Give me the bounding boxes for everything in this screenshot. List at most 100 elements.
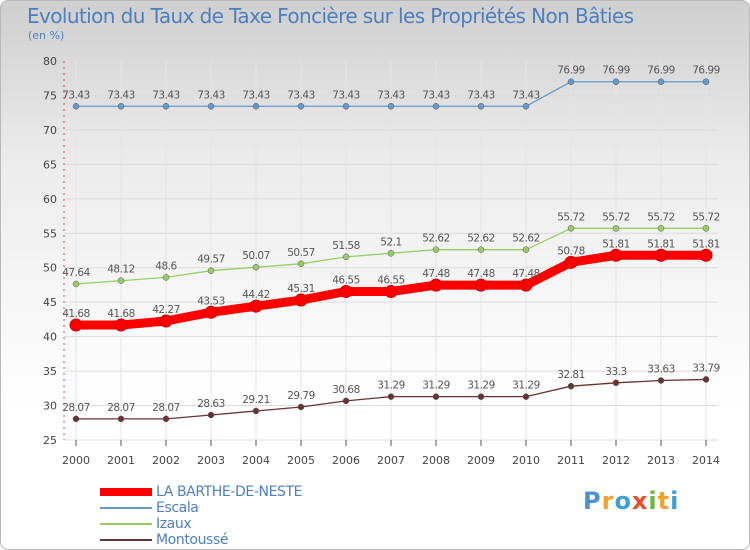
data-point bbox=[432, 246, 440, 253]
x-tick-label: 2008 bbox=[422, 454, 450, 467]
data-label: 41.68 bbox=[62, 308, 90, 320]
y-tick-label: 70 bbox=[43, 124, 57, 137]
data-point bbox=[72, 415, 80, 423]
data-label: 33.3 bbox=[605, 366, 626, 378]
data-point bbox=[477, 393, 485, 400]
data-label: 73.43 bbox=[152, 89, 180, 101]
data-label: 47.64 bbox=[62, 267, 90, 279]
legend-swatch bbox=[100, 507, 152, 509]
legend-item: Izaux bbox=[100, 516, 340, 532]
data-label: 73.43 bbox=[242, 89, 270, 101]
data-point bbox=[342, 397, 350, 405]
data-label: 49.57 bbox=[197, 254, 225, 266]
y-tick-label: 35 bbox=[43, 365, 57, 378]
logo-letter: t bbox=[657, 487, 671, 515]
legend-label: Montoussé bbox=[156, 532, 229, 548]
data-label: 50.57 bbox=[287, 247, 315, 259]
data-point bbox=[612, 78, 620, 85]
y-tick-label: 80 bbox=[43, 55, 57, 68]
data-point bbox=[339, 285, 353, 299]
x-tick-label: 2013 bbox=[647, 454, 675, 467]
data-label: 41.68 bbox=[107, 308, 135, 320]
legend-label: Izaux bbox=[156, 516, 192, 532]
data-point bbox=[702, 376, 710, 383]
y-tick-label: 75 bbox=[43, 89, 57, 102]
data-label: 47.48 bbox=[467, 268, 495, 280]
x-tick-label: 2010 bbox=[512, 454, 540, 467]
data-point bbox=[567, 225, 575, 232]
y-tick-label: 50 bbox=[43, 262, 57, 275]
legend-label: LA BARTHE-DE-NESTE bbox=[156, 484, 303, 500]
data-point bbox=[252, 263, 260, 271]
line-chart: 25 30 35 40 45 50 55 60 65 70 75 80 2000 2001 2002 2003… bbox=[43, 55, 720, 467]
data-point bbox=[699, 248, 713, 262]
x-tick-label: 2007 bbox=[377, 454, 405, 467]
y-tick-label: 60 bbox=[43, 193, 57, 206]
x-tick-label: 2000 bbox=[62, 454, 90, 467]
data-label: 50.07 bbox=[242, 250, 270, 262]
data-point bbox=[342, 253, 350, 261]
x-tick-label: 2012 bbox=[602, 454, 630, 467]
legend-item: LA BARTHE-DE-NESTE bbox=[100, 484, 340, 500]
legend-item: Escala bbox=[100, 500, 340, 516]
logo-letter: i bbox=[670, 487, 680, 515]
data-point bbox=[204, 305, 218, 319]
data-point bbox=[657, 225, 665, 232]
data-label: 52.62 bbox=[422, 233, 450, 245]
data-label: 30.68 bbox=[332, 384, 360, 396]
data-label: 51.81 bbox=[602, 238, 630, 250]
data-point bbox=[252, 407, 260, 415]
data-point bbox=[564, 255, 578, 269]
data-label: 76.99 bbox=[557, 65, 585, 77]
data-point bbox=[117, 415, 125, 423]
data-label: 28.07 bbox=[152, 402, 180, 414]
data-point bbox=[114, 318, 128, 332]
data-point bbox=[477, 246, 485, 253]
data-label: 52.1 bbox=[380, 236, 401, 248]
data-label: 51.81 bbox=[692, 238, 720, 250]
data-point bbox=[162, 415, 170, 423]
data-point bbox=[297, 403, 305, 411]
x-tick-label: 2006 bbox=[332, 454, 360, 467]
data-point bbox=[207, 411, 215, 419]
logo-letter: o bbox=[614, 487, 632, 515]
x-tick-label: 2001 bbox=[107, 454, 135, 467]
data-point bbox=[384, 285, 398, 299]
logo-letter: r bbox=[601, 487, 615, 515]
data-point bbox=[657, 377, 665, 384]
data-label: 28.07 bbox=[62, 402, 90, 414]
data-label: 55.72 bbox=[647, 211, 675, 223]
data-label: 31.29 bbox=[467, 380, 495, 392]
data-label: 73.43 bbox=[332, 89, 360, 101]
data-label: 46.55 bbox=[377, 275, 405, 287]
data-label: 31.29 bbox=[422, 380, 450, 392]
data-point bbox=[117, 103, 125, 110]
data-label: 73.43 bbox=[287, 89, 315, 101]
data-label: 73.43 bbox=[377, 89, 405, 101]
data-label: 28.63 bbox=[197, 398, 225, 410]
x-tick-label: 2014 bbox=[692, 454, 720, 467]
data-label: 31.29 bbox=[377, 380, 405, 392]
x-tick-label: 2004 bbox=[242, 454, 270, 467]
x-tick-label: 2005 bbox=[287, 454, 315, 467]
data-label: 73.43 bbox=[467, 89, 495, 101]
y-tick-label: 30 bbox=[43, 400, 57, 413]
data-label: 44.42 bbox=[242, 289, 270, 301]
data-point bbox=[162, 103, 170, 110]
data-point bbox=[207, 267, 215, 274]
data-point bbox=[522, 246, 530, 253]
data-point bbox=[297, 103, 305, 110]
data-label: 47.48 bbox=[512, 268, 540, 280]
x-tick-label: 2002 bbox=[152, 454, 180, 467]
legend-swatch bbox=[100, 488, 152, 496]
data-label: 45.31 bbox=[287, 283, 315, 295]
data-point bbox=[519, 278, 533, 292]
data-label: 73.43 bbox=[512, 89, 540, 101]
data-label: 47.48 bbox=[422, 268, 450, 280]
data-label: 33.63 bbox=[647, 364, 675, 376]
data-point bbox=[294, 293, 308, 307]
data-point bbox=[474, 278, 488, 292]
data-point bbox=[522, 393, 530, 400]
data-point bbox=[612, 379, 620, 387]
logo-letter: i bbox=[648, 487, 658, 515]
